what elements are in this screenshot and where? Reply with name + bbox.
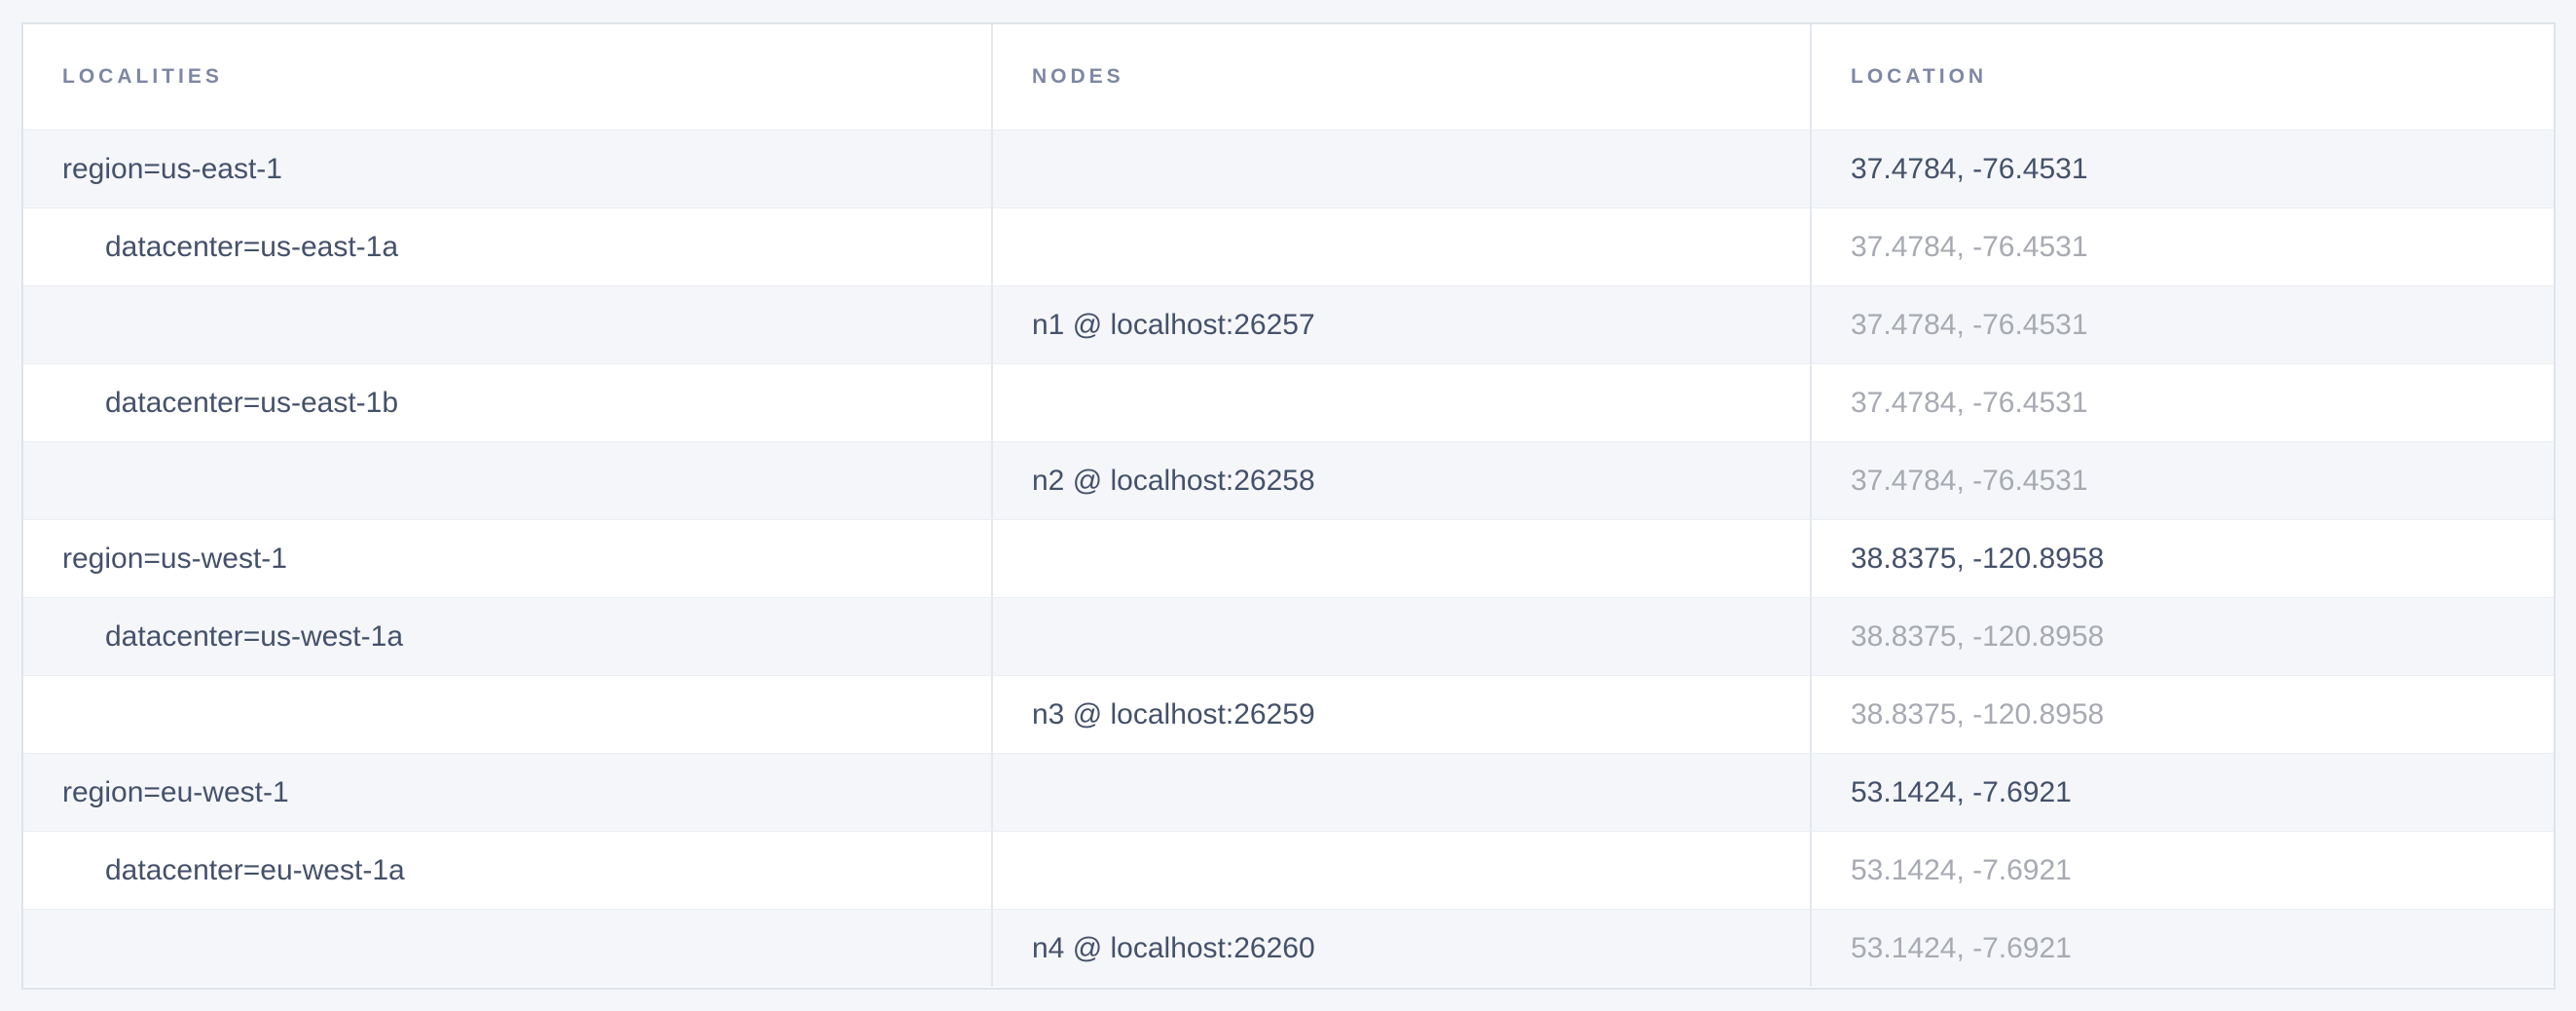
location-cell: 53.1424, -7.6921 [1810, 832, 2554, 909]
locality-cell: datacenter=eu-west-1a [23, 832, 991, 909]
table-row-datacenter: datacenter=eu-west-1a 53.1424, -7.6921 [23, 831, 2554, 909]
table-row-datacenter: datacenter=us-east-1a 37.4784, -76.4531 [23, 207, 2554, 285]
locality-cell: datacenter=us-east-1b [23, 364, 991, 441]
location-cell: 38.8375, -120.8958 [1810, 598, 2554, 675]
node-label: n4 @ localhost:26260 [1032, 931, 1315, 964]
location-value: 37.4784, -76.4531 [1851, 308, 2088, 341]
table-row-node: n3 @ localhost:26259 38.8375, -120.8958 [23, 675, 2554, 753]
location-value: 38.8375, -120.8958 [1851, 619, 2105, 653]
table-header-row: LOCALITIES NODES LOCATION [23, 24, 2554, 130]
node-label: n1 @ localhost:26257 [1032, 308, 1315, 341]
node-cell: n3 @ localhost:26259 [991, 676, 1810, 753]
locality-cell [23, 286, 991, 363]
location-cell: 53.1424, -7.6921 [1810, 910, 2554, 987]
locality-label: datacenter=us-east-1a [105, 230, 399, 263]
node-label: n2 @ localhost:26258 [1032, 464, 1315, 497]
location-value: 37.4784, -76.4531 [1851, 152, 2088, 185]
locality-cell: region=us-west-1 [23, 520, 991, 597]
locality-cell [23, 910, 991, 987]
locality-label: region=eu-west-1 [62, 775, 289, 808]
locality-label: datacenter=eu-west-1a [105, 853, 405, 886]
location-value: 37.4784, -76.4531 [1851, 464, 2088, 497]
location-value: 38.8375, -120.8958 [1851, 697, 2105, 730]
locality-cell [23, 442, 991, 519]
column-header-nodes: NODES [991, 24, 1810, 130]
table-row-datacenter: datacenter=us-west-1a 38.8375, -120.8958 [23, 597, 2554, 675]
location-value: 53.1424, -7.6921 [1851, 853, 2072, 886]
column-header-localities: LOCALITIES [62, 65, 223, 88]
table-row-datacenter: datacenter=us-east-1b 37.4784, -76.4531 [23, 363, 2554, 441]
locality-label: region=us-east-1 [62, 152, 282, 185]
column-header-location: LOCATION [1810, 24, 2554, 130]
node-label: n3 @ localhost:26259 [1032, 697, 1315, 730]
location-cell: 37.4784, -76.4531 [1810, 442, 2554, 519]
location-cell: 37.4784, -76.4531 [1810, 286, 2554, 363]
locality-label: region=us-west-1 [62, 542, 287, 575]
table-row-node: n1 @ localhost:26257 37.4784, -76.4531 [23, 285, 2554, 363]
node-cell [991, 520, 1810, 597]
table-row-region: region=us-west-1 38.8375, -120.8958 [23, 519, 2554, 597]
location-cell: 38.8375, -120.8958 [1810, 676, 2554, 753]
location-cell: 37.4784, -76.4531 [1810, 131, 2554, 207]
table-body: region=us-east-1 37.4784, -76.4531 datac… [23, 130, 2554, 987]
locality-label: datacenter=us-west-1a [105, 619, 404, 653]
node-cell [991, 364, 1810, 441]
location-cell: 37.4784, -76.4531 [1810, 208, 2554, 285]
location-cell: 37.4784, -76.4531 [1810, 364, 2554, 441]
node-cell: n4 @ localhost:26260 [991, 910, 1810, 987]
location-value: 53.1424, -7.6921 [1851, 931, 2072, 964]
node-cell [991, 131, 1810, 207]
locality-cell: region=eu-west-1 [23, 754, 991, 831]
locality-cell: datacenter=us-west-1a [23, 598, 991, 675]
node-cell: n1 @ localhost:26257 [991, 286, 1810, 363]
location-cell: 38.8375, -120.8958 [1810, 520, 2554, 597]
node-cell: n2 @ localhost:26258 [991, 442, 1810, 519]
node-cell [991, 754, 1810, 831]
locality-cell: datacenter=us-east-1a [23, 208, 991, 285]
locality-cell: region=us-east-1 [23, 131, 991, 207]
node-cell [991, 832, 1810, 909]
locality-cell [23, 676, 991, 753]
location-value: 37.4784, -76.4531 [1851, 386, 2088, 419]
node-cell [991, 208, 1810, 285]
location-value: 53.1424, -7.6921 [1851, 775, 2072, 808]
table-row-region: region=us-east-1 37.4784, -76.4531 [23, 130, 2554, 207]
table-row-node: n4 @ localhost:26260 53.1424, -7.6921 [23, 909, 2554, 987]
table-row-region: region=eu-west-1 53.1424, -7.6921 [23, 753, 2554, 831]
table-row-node: n2 @ localhost:26258 37.4784, -76.4531 [23, 441, 2554, 519]
locality-label: datacenter=us-east-1b [105, 386, 399, 419]
location-value: 37.4784, -76.4531 [1851, 230, 2088, 263]
location-cell: 53.1424, -7.6921 [1810, 754, 2554, 831]
location-value: 38.8375, -120.8958 [1851, 542, 2105, 575]
localities-table: LOCALITIES NODES LOCATION region=us-east… [21, 22, 2556, 990]
node-cell [991, 598, 1810, 675]
